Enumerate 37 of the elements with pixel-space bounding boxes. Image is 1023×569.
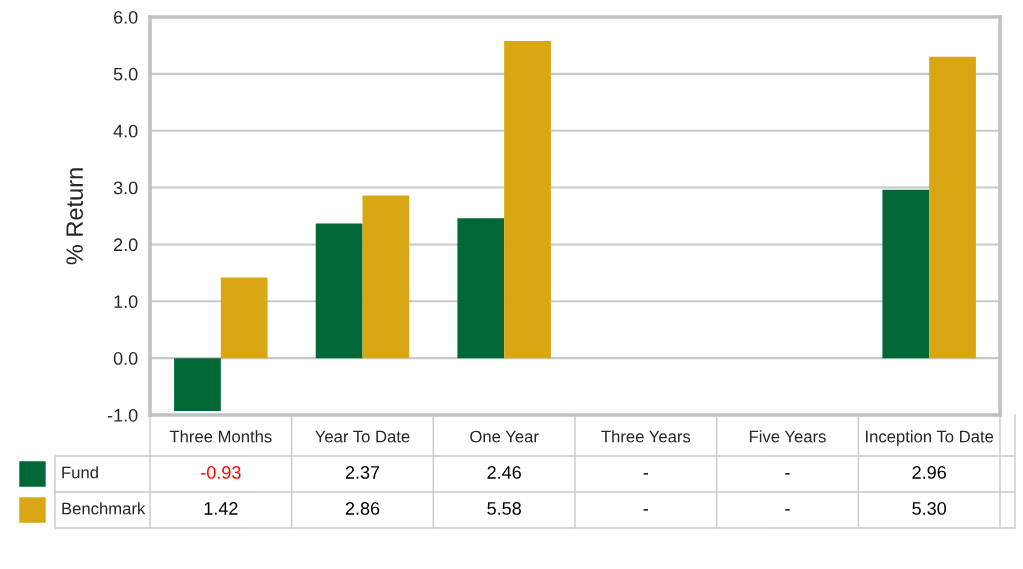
y-tick-label: 0.0	[113, 352, 138, 365]
data-label: 2.37	[345, 466, 380, 479]
x-tick-label: Three Years	[601, 430, 691, 443]
legend-label: Fund	[62, 466, 98, 479]
x-tick-label: Five Years	[749, 430, 826, 443]
text: -	[643, 509, 649, 511]
x-tick-label: Three Months	[169, 430, 272, 443]
data-label: 2.86	[345, 502, 380, 515]
text: -	[785, 473, 790, 475]
text: -	[643, 473, 649, 475]
bar	[362, 195, 410, 359]
x-tick-label: One Year	[470, 430, 539, 443]
text: -	[785, 509, 790, 511]
y-tick-label: 1.0	[114, 295, 138, 309]
bar	[315, 223, 363, 359]
data-label: 1.42	[204, 502, 238, 515]
y-axis-title: % Return	[66, 168, 83, 265]
bar	[504, 40, 551, 359]
bar	[220, 277, 268, 359]
y-tick-label: 5.0	[113, 67, 138, 81]
x-tick-label: Inception To Date	[866, 430, 994, 446]
y-tick-label: -1.0	[107, 408, 138, 422]
x-tick-label: Year To Date	[315, 430, 410, 443]
legend-label: Benchmark	[62, 502, 146, 515]
bar	[457, 218, 505, 359]
data-label: -0.93	[201, 466, 241, 479]
data-label: 5.30	[912, 502, 947, 515]
data-label: 5.58	[487, 502, 521, 515]
data-label: 2.96	[912, 466, 946, 479]
y-tick-label: 6.0	[114, 10, 138, 24]
data-label: 2.46	[487, 466, 521, 479]
y-tick-label: 3.0	[113, 181, 138, 195]
bar	[174, 358, 221, 412]
bar	[929, 56, 976, 359]
bar	[882, 189, 930, 359]
y-tick-label: 2.0	[114, 238, 138, 252]
y-tick-label: 4.0	[113, 124, 138, 138]
